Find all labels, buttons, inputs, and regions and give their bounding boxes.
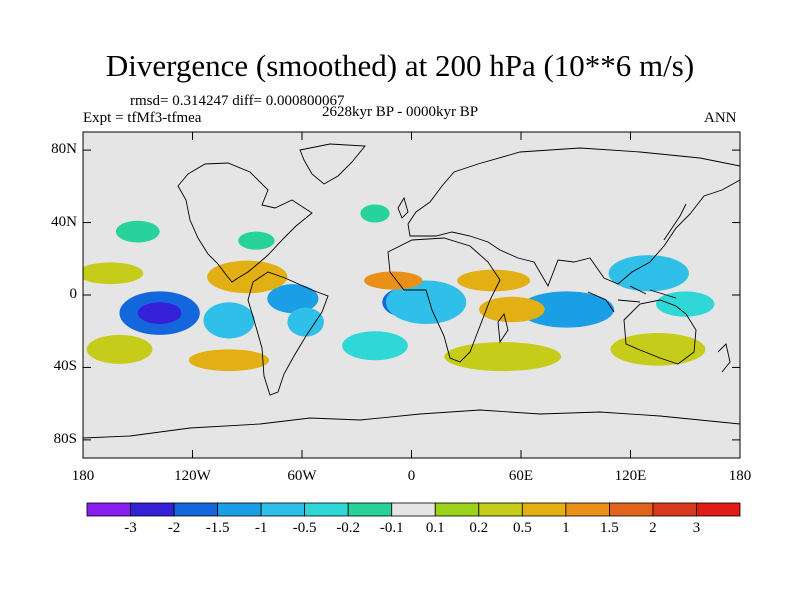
x-tick-label: 60W: [287, 468, 317, 484]
period-label: 2628kyr BP - 0000kyr BP: [322, 104, 479, 120]
colorbar-label: 3: [692, 520, 701, 536]
colorbar-swatch-14: [696, 502, 741, 517]
colorbar-swatch-10: [521, 502, 567, 517]
field-region-7: [519, 291, 615, 328]
field-region-9: [656, 291, 715, 317]
colorbar-label: 0.2: [469, 520, 489, 536]
field-region-14: [207, 260, 288, 294]
x-tick-label: 120W: [174, 468, 211, 484]
colorbar-swatch-2: [173, 502, 218, 517]
field-region-15: [83, 262, 144, 285]
x-tick-label: 60E: [508, 468, 534, 484]
x-tick-label: 180: [728, 468, 752, 484]
colorbar-swatch-13: [652, 502, 697, 517]
y-tick-label: 40N: [51, 213, 77, 230]
coastline-australia: [623, 299, 697, 365]
coastline-eurasia: [407, 147, 740, 288]
field-region-3: [267, 284, 319, 314]
coastline-north-america: [177, 162, 313, 283]
coastline-madagascar: [497, 312, 509, 344]
colorbar-label: -2: [167, 520, 181, 536]
coastlines: [83, 143, 740, 439]
y-tick-label: 80S: [53, 430, 77, 447]
coastline-japan: [663, 203, 687, 241]
colorbar-swatch-7: [391, 502, 436, 517]
colorbar-label: 0.5: [512, 520, 532, 536]
colorbar-swatch-8: [434, 502, 480, 517]
field-region-19: [86, 334, 153, 364]
field-region-2: [203, 302, 255, 339]
coastline-africa: [387, 237, 501, 363]
coastline-indonesia: [587, 285, 677, 313]
field-region-8: [608, 255, 689, 292]
colorbar-label: 2: [649, 520, 657, 536]
x-tick-label: 120E: [614, 468, 647, 484]
y-tick-label: 40S: [53, 358, 77, 375]
colorbar-swatch-11: [565, 502, 610, 517]
field-region-1: [137, 302, 182, 324]
colorbar-label: 1: [562, 520, 570, 536]
field-region-13: [360, 204, 390, 223]
stats-label: rmsd= 0.314247 diff= 0.000800067: [130, 93, 345, 109]
coastline-uk: [397, 196, 409, 219]
field-region-11: [115, 220, 160, 243]
colorbar-label: -3: [124, 520, 137, 536]
x-tick-label: 180: [71, 468, 95, 484]
colorbar-swatch-5: [304, 502, 349, 517]
colorbar-label: 0.1: [425, 520, 445, 536]
colorbar-swatch-1: [130, 502, 175, 517]
field-region-16: [364, 271, 423, 290]
field-region-6: [385, 280, 467, 324]
colorbar-swatch-4: [260, 502, 306, 517]
field-region-22: [610, 333, 706, 366]
colorbar-swatch-9: [478, 502, 523, 517]
field-region-21: [444, 342, 562, 372]
colorbar-label: -1: [254, 520, 268, 536]
colorbar-label: -1.5: [205, 520, 230, 536]
colorbar-swatch-3: [217, 502, 262, 517]
contour-fields: [83, 204, 715, 372]
y-tick-label: 80N: [51, 141, 77, 158]
coastline-new-zealand: [717, 343, 731, 373]
colorbar-label: -0.1: [379, 520, 404, 536]
field-region-17: [457, 269, 531, 292]
axis-ticks: [82, 132, 741, 458]
colorbar-swatch-12: [609, 502, 654, 517]
coastline-antarctica: [83, 409, 740, 439]
field-region-12: [238, 231, 275, 250]
field-region-4: [287, 307, 324, 337]
colorbar-label: -0.5: [292, 520, 317, 536]
experiment-label: Expt = tfMf3-tfmea: [83, 110, 202, 126]
coastline-south-america: [247, 271, 329, 396]
x-tick-label: 0: [407, 468, 416, 484]
field-region-20: [188, 349, 270, 372]
coastline-greenland: [299, 143, 366, 185]
chart-title: Divergence (smoothed) at 200 hPa (10**6 …: [105, 48, 695, 83]
colorbar-swatch-0: [86, 502, 131, 517]
field-region-18: [479, 296, 545, 323]
season-label: ANN: [704, 110, 737, 126]
colorbar: [86, 502, 741, 517]
colorbar-swatch-6: [347, 502, 393, 517]
colorbar-label: -0.2: [336, 520, 361, 536]
colorbar-label: 1.5: [600, 520, 619, 536]
y-tick-label: 0: [69, 286, 78, 302]
field-region-10: [342, 331, 408, 361]
